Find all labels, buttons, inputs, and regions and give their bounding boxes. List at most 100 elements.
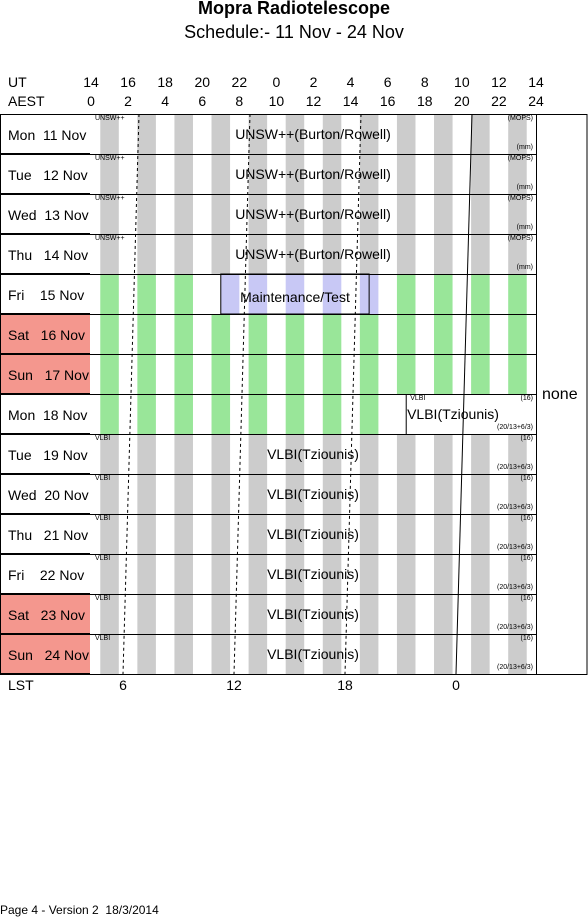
time-stripe — [396, 354, 416, 394]
time-stripe — [248, 594, 268, 634]
time-stripe — [174, 514, 193, 554]
time-stripe — [508, 234, 527, 274]
time-stripe — [211, 194, 231, 234]
time-stripe — [211, 354, 231, 394]
booking-tag: UNSW++ — [95, 235, 125, 242]
time-stripe — [471, 474, 490, 514]
day-label: Mon 11 Nov — [0, 114, 90, 154]
lst-tick: 6 — [119, 677, 127, 693]
time-stripe — [211, 234, 231, 274]
time-stripe — [471, 514, 490, 554]
time-stripe — [322, 394, 342, 434]
time-stripe — [322, 474, 342, 514]
time-stripe — [137, 354, 156, 394]
time-stripe — [137, 234, 156, 274]
time-stripe — [100, 354, 119, 394]
time-stripe — [174, 194, 193, 234]
time-stripe — [248, 194, 268, 234]
time-stripe — [322, 514, 342, 554]
time-stripe — [434, 554, 453, 594]
time-stripe — [100, 114, 119, 154]
time-stripe — [211, 554, 231, 594]
time-stripe — [137, 634, 156, 674]
booking-maintenance: Maintenance/Test — [240, 289, 350, 305]
ut-tick: 22 — [231, 74, 248, 90]
time-stripe — [137, 274, 156, 314]
time-stripe — [137, 394, 156, 434]
day-label: Sat 23 Nov — [0, 594, 90, 634]
aest-tick: 14 — [342, 93, 359, 109]
time-stripe — [211, 594, 231, 634]
ut-tick: 2 — [309, 74, 318, 90]
time-stripe — [285, 434, 305, 474]
time-stripe — [285, 594, 305, 634]
time-stripe — [285, 314, 305, 354]
time-stripe — [100, 594, 119, 634]
time-stripe — [137, 194, 156, 234]
aest-tick: 10 — [268, 93, 285, 109]
booking-note: (20/13+6/3) — [497, 664, 533, 671]
time-stripe — [359, 514, 379, 554]
lst-tick: 18 — [337, 677, 353, 693]
ut-axis-label: UT — [8, 74, 27, 90]
time-stripe — [508, 594, 527, 634]
aest-tick: 0 — [87, 93, 95, 109]
time-stripe — [137, 154, 156, 194]
time-stripe — [322, 554, 342, 594]
aest-tick: 2 — [124, 93, 132, 109]
time-stripe — [174, 234, 193, 274]
booking-mode: (16) — [520, 595, 533, 602]
time-stripe — [359, 634, 379, 674]
ut-tick: 8 — [420, 74, 429, 90]
ut-tick: 14 — [83, 74, 99, 90]
booking-vlbi: VLBI(Tziounis) — [267, 446, 359, 462]
time-stripe — [174, 354, 193, 394]
time-stripe — [396, 554, 416, 594]
time-stripe — [396, 154, 416, 194]
booking-mode: (16) — [520, 435, 533, 442]
booking-note: (mm) — [516, 144, 533, 151]
time-stripe — [322, 314, 342, 354]
time-stripe — [322, 234, 342, 274]
time-stripe — [248, 354, 268, 394]
booking-unsw: UNSW++(Burton/Rowell) — [235, 246, 391, 262]
time-stripe — [322, 114, 342, 154]
time-stripe — [359, 354, 379, 394]
aest-tick: 16 — [379, 93, 396, 109]
time-stripe — [248, 434, 268, 474]
time-stripe — [137, 434, 156, 474]
time-stripe — [434, 474, 453, 514]
time-stripe — [396, 114, 416, 154]
time-stripe — [211, 514, 231, 554]
time-stripe — [174, 274, 193, 314]
time-stripe — [137, 514, 156, 554]
time-stripe — [396, 314, 416, 354]
time-stripe — [471, 314, 490, 354]
time-stripe — [137, 474, 156, 514]
ut-tick: 4 — [346, 74, 355, 90]
booking-tag: VLBI — [95, 435, 111, 442]
time-stripe — [471, 634, 490, 674]
ut-tick: 0 — [272, 74, 281, 90]
time-stripe — [396, 634, 416, 674]
booking-note: (20/13+6/3) — [497, 544, 533, 551]
booking-vlbi: VLBI(Tziounis) — [267, 646, 359, 662]
booking-note: (20/13+6/3) — [497, 464, 533, 471]
time-stripe — [322, 594, 342, 634]
time-stripe — [396, 194, 416, 234]
booking-note: (20/13+6/3) — [497, 584, 533, 591]
time-stripe — [285, 194, 305, 234]
time-stripe — [471, 554, 490, 594]
page-footer: Page 4 - Version 2 18/3/2014 — [0, 903, 159, 917]
time-stripe — [359, 474, 379, 514]
booking-mode: (MOPS) — [507, 235, 533, 242]
lst-tick: 12 — [226, 677, 242, 693]
day-label: Thu 14 Nov — [0, 234, 90, 274]
aest-tick: 20 — [454, 93, 470, 109]
time-stripe — [285, 234, 305, 274]
booking-unsw: UNSW++(Burton/Rowell) — [235, 166, 391, 182]
side-column-box — [536, 114, 588, 675]
time-stripe — [471, 114, 490, 154]
time-stripe — [100, 514, 119, 554]
aest-tick: 12 — [305, 93, 322, 109]
